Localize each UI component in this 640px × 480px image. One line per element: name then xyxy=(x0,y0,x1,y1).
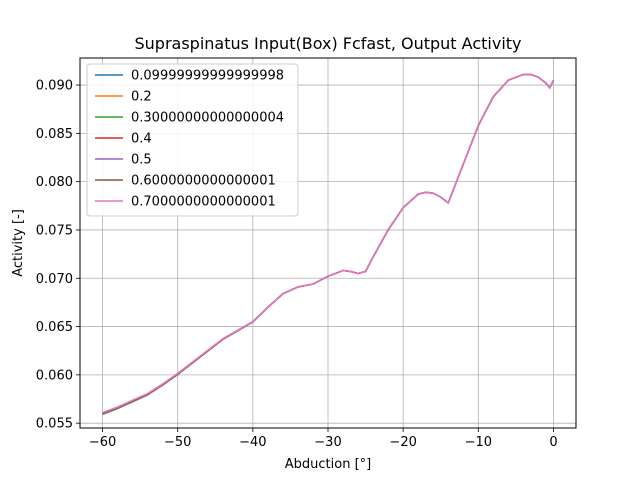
legend-label-0: 0.09999999999999998 xyxy=(131,69,284,84)
axis-ticks: −60 −50 −40 −30 −20 −10 0 0.055 0.060 0.065 0.070 0… xyxy=(36,79,558,450)
legend-label-4: 0.5 xyxy=(131,153,152,168)
legend-label-6: 0.7000000000000001 xyxy=(131,195,276,210)
chart-title: Supraspinatus Input(Box) Fcfast, Output … xyxy=(134,34,521,53)
series-line-6 xyxy=(102,73,555,414)
y-tick-label: 0.075 xyxy=(36,223,73,238)
y-tick-label: 0.060 xyxy=(36,368,73,383)
legend-label-5: 0.6000000000000001 xyxy=(131,174,276,189)
x-tick-label: −60 xyxy=(89,435,116,450)
x-axis-label: Abduction [°] xyxy=(285,457,371,472)
y-tick-label: 0.055 xyxy=(36,417,73,432)
legend: 0.09999999999999998 0.2 0.3000000000000000… xyxy=(86,63,299,217)
legend-label-1: 0.2 xyxy=(131,90,152,105)
legend-box xyxy=(86,63,299,217)
x-tick-label: −20 xyxy=(389,435,416,450)
y-axis-label: Activity [-] xyxy=(11,209,26,277)
legend-label-2: 0.30000000000000004 xyxy=(131,111,284,126)
y-tick-label: 0.065 xyxy=(36,320,73,335)
legend-label-3: 0.4 xyxy=(131,132,152,147)
x-tick-label: 0 xyxy=(549,435,557,450)
series-lines xyxy=(102,73,555,416)
x-tick-label: −50 xyxy=(164,435,191,450)
x-tick-label: −40 xyxy=(239,435,266,450)
y-tick-label: 0.070 xyxy=(36,272,73,287)
x-tick-label: −30 xyxy=(314,435,341,450)
y-tick-label: 0.090 xyxy=(36,79,73,94)
y-tick-label: 0.085 xyxy=(36,127,73,142)
x-tick-label: −10 xyxy=(465,435,492,450)
y-tick-label: 0.080 xyxy=(36,175,73,190)
